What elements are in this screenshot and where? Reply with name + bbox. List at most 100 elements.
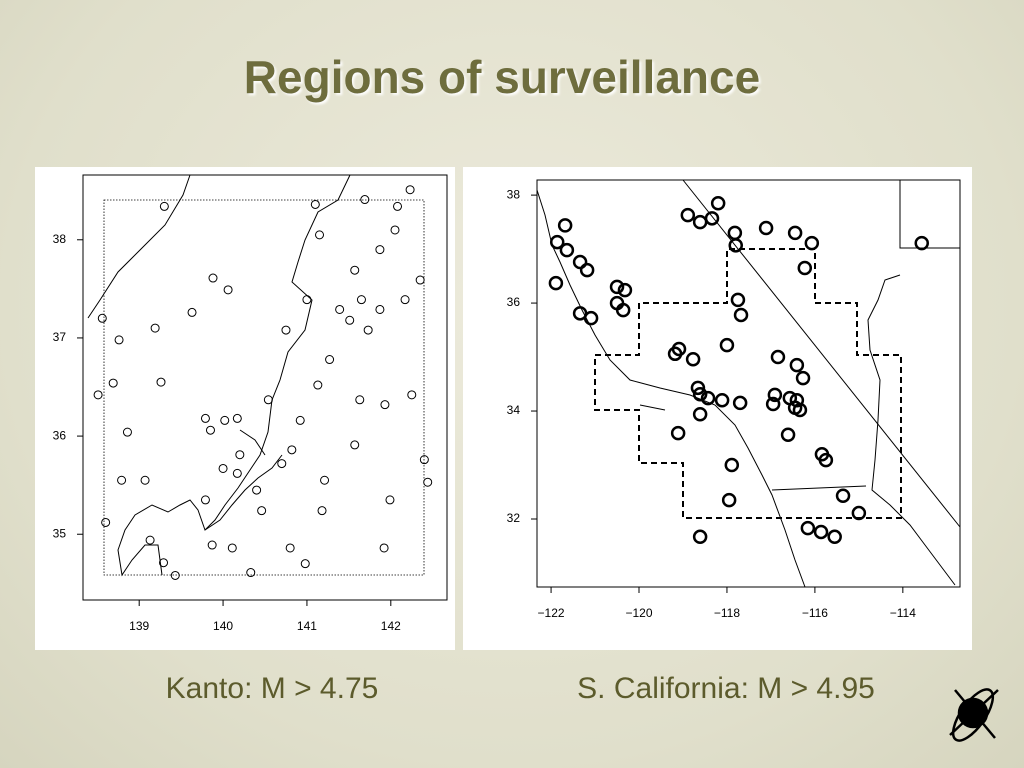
epicenter — [758, 220, 774, 236]
epicenter — [727, 225, 743, 241]
epicenter — [281, 325, 291, 335]
epicenter — [767, 387, 783, 403]
epicenter — [787, 225, 803, 241]
epicenter — [548, 275, 564, 291]
epicenter — [719, 337, 735, 353]
epicenter — [263, 395, 273, 405]
epicenter — [789, 357, 805, 373]
x-tick-label: 142 — [381, 619, 401, 633]
epicenter — [375, 304, 385, 314]
x-tick-label: −120 — [625, 606, 652, 620]
epicenter — [732, 395, 748, 411]
epicenter — [423, 477, 433, 487]
epicenter — [277, 459, 287, 469]
x-tick-label: −116 — [802, 606, 828, 620]
epicenter — [207, 540, 217, 550]
epicenter — [302, 295, 312, 305]
epicenter — [257, 506, 267, 516]
epicenter — [800, 520, 816, 536]
epicenter — [356, 295, 366, 305]
y-tick-label: 38 — [53, 232, 67, 246]
epicenter — [355, 395, 365, 405]
epicenter — [310, 199, 320, 209]
epicenter — [400, 295, 410, 305]
slide-title: Regions of surveillance — [244, 51, 760, 103]
epicenter — [393, 201, 403, 211]
epicenter — [804, 235, 820, 251]
epicenter — [187, 307, 197, 317]
epicenter — [295, 415, 305, 425]
epicenter — [170, 570, 180, 580]
y-tick-label: 32 — [507, 511, 521, 525]
epicenter — [835, 488, 851, 504]
epicenter — [325, 355, 335, 365]
epicenter — [407, 390, 417, 400]
epicenter — [795, 370, 811, 386]
epicenter — [690, 380, 706, 396]
epicenter — [159, 558, 169, 568]
coastline — [87, 174, 351, 577]
epicenter — [572, 254, 588, 270]
epicenter — [579, 262, 595, 278]
epicenter — [108, 378, 118, 388]
plot-frame — [536, 179, 961, 588]
epicenter — [380, 400, 390, 410]
epicenter — [287, 445, 297, 455]
epicenter — [419, 455, 429, 465]
epicenter — [235, 450, 245, 460]
epicenter — [379, 543, 389, 553]
epicenter — [313, 380, 323, 390]
y-tick-label: 34 — [507, 403, 521, 417]
epicenter — [363, 325, 373, 335]
y-tick-label: 38 — [507, 187, 521, 201]
epicenter — [770, 349, 786, 365]
epicenter — [117, 475, 127, 485]
x-tick-label: −114 — [890, 606, 916, 620]
epicenter — [345, 315, 355, 325]
epicenter — [730, 292, 746, 308]
epicenter — [765, 396, 781, 412]
epicenter — [615, 302, 631, 318]
epicenter — [405, 185, 415, 195]
epicenter — [335, 304, 345, 314]
epicenter — [145, 535, 155, 545]
y-tick-label: 36 — [53, 428, 67, 442]
epicenter — [818, 452, 834, 468]
epicenter — [797, 260, 813, 276]
epicenter — [246, 568, 256, 578]
x-tick-label: 141 — [297, 619, 317, 633]
coastline — [536, 179, 961, 588]
epicenter — [733, 307, 749, 323]
epicenter — [300, 559, 310, 569]
epicenter — [667, 346, 683, 362]
epicenter — [232, 468, 242, 478]
epicenter — [200, 413, 210, 423]
y-tick-label: 36 — [507, 295, 521, 309]
epicenter — [692, 407, 708, 422]
epicenter — [714, 392, 730, 408]
epicenter — [559, 242, 575, 258]
epicenter — [97, 313, 107, 323]
plot-frame — [82, 174, 448, 601]
x-tick-label: −122 — [538, 606, 565, 620]
epicenter — [375, 245, 385, 255]
epicenter — [360, 195, 370, 205]
epicenter — [617, 282, 633, 298]
epicenter — [140, 475, 150, 485]
epicenter — [232, 413, 242, 423]
epicenter — [704, 211, 720, 226]
epicenter — [670, 425, 686, 441]
x-tick-label: −118 — [714, 606, 740, 620]
epicenter — [227, 543, 237, 553]
epicenter — [557, 218, 573, 233]
epicenter — [813, 524, 829, 540]
epicenter — [252, 485, 262, 495]
region-boundary — [103, 199, 425, 576]
epicenter — [685, 351, 701, 367]
y-tick-label: 35 — [53, 526, 67, 540]
epicenter — [223, 285, 233, 295]
epicenter — [218, 463, 228, 473]
panel — [35, 167, 455, 650]
epicenter — [205, 425, 215, 435]
epicenter — [156, 377, 166, 387]
